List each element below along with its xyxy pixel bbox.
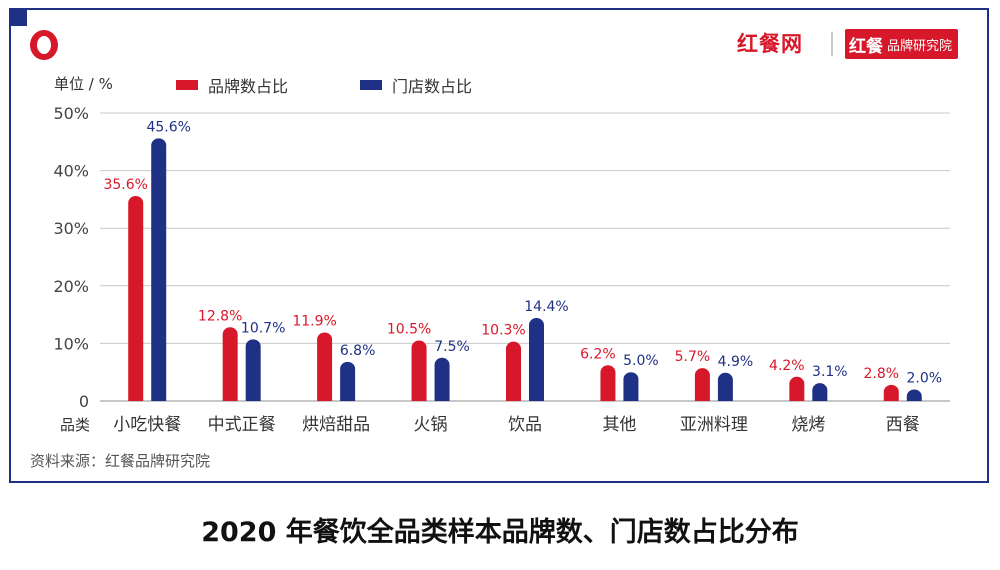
data-label-brand-share: 12.8%: [198, 308, 242, 324]
brand-badge-main: 红餐: [849, 36, 883, 57]
legend-label-brand-share: 品牌数占比: [208, 77, 289, 96]
unit-label: 单位 / %: [54, 75, 113, 93]
x-tick-label: 其他: [602, 415, 636, 435]
data-label-store-share: 3.1%: [812, 364, 848, 380]
corner-accent: [9, 8, 27, 26]
bar-store-share: [623, 372, 639, 401]
brand-badge-sub: 品牌研究院: [887, 38, 953, 54]
bar-brand-share: [411, 340, 427, 401]
data-label-brand-share: 35.6%: [103, 177, 147, 193]
brand-o-logo-icon: [30, 30, 58, 60]
figure-frame: [9, 8, 989, 483]
category-axis-label: 品类: [60, 416, 91, 434]
data-label-brand-share: 6.2%: [580, 346, 616, 362]
data-label-brand-share: 10.3%: [481, 323, 525, 339]
y-tick-label: 20%: [53, 277, 89, 296]
bar-brand-share: [317, 332, 333, 401]
bar-store-share: [151, 138, 167, 401]
brand-badge-logo: 红餐 品牌研究院: [845, 29, 959, 59]
bar-brand-share: [222, 327, 238, 401]
x-tick-label: 饮品: [508, 415, 542, 435]
x-tick-label: 西餐: [886, 415, 920, 435]
bar-brand-share: [506, 341, 521, 401]
data-label-store-share: 45.6%: [146, 119, 190, 135]
data-label-brand-share: 4.2%: [769, 358, 805, 374]
y-tick-label: 50%: [53, 104, 89, 123]
bar-store-share: [906, 389, 922, 401]
legend-label-store-share: 门店数占比: [392, 77, 473, 96]
bar-store-share: [245, 339, 261, 401]
legend-item-store-share: 门店数占比: [360, 73, 472, 97]
legend-swatch-red: [176, 80, 198, 90]
bar-brand-share: [694, 368, 710, 401]
bar-brand-share: [600, 365, 616, 401]
bar-store-share: [434, 357, 450, 401]
data-label-brand-share: 11.9%: [292, 313, 336, 329]
figure-title: 2020 年餐饮全品类样本品牌数、门店数占比分布: [201, 517, 799, 548]
data-label-store-share: 2.0%: [906, 370, 942, 386]
y-tick-label: 40%: [53, 162, 89, 181]
bar-brand-share: [789, 376, 805, 401]
data-label-store-share: 4.9%: [718, 354, 754, 370]
brand-divider: [831, 32, 833, 56]
bar-store-share: [812, 383, 828, 401]
x-tick-label: 亚洲料理: [680, 415, 748, 435]
bar-store-share: [717, 372, 733, 401]
bar-store-share: [529, 318, 544, 401]
data-label-store-share: 6.8%: [340, 343, 376, 359]
data-label-brand-share: 2.8%: [863, 366, 899, 382]
data-label-brand-share: 10.5%: [387, 322, 431, 338]
bar-brand-share: [883, 384, 899, 401]
data-label-store-share: 14.4%: [524, 299, 568, 315]
y-tick-label: 10%: [53, 334, 89, 353]
x-tick-label: 中式正餐: [208, 415, 276, 435]
source-note: 资料来源：红餐品牌研究院: [30, 452, 211, 470]
y-tick-label: 0: [79, 392, 89, 411]
brand-primary-logo: 红餐网: [737, 32, 803, 56]
y-tick-label: 30%: [53, 219, 89, 238]
x-tick-label: 烘焙甜品: [302, 415, 370, 435]
x-tick-label: 烧烤: [791, 415, 825, 435]
bar-brand-share: [128, 195, 144, 401]
bar-store-share: [340, 361, 356, 401]
data-label-store-share: 10.7%: [241, 320, 285, 336]
data-label-store-share: 7.5%: [434, 339, 470, 355]
data-label-brand-share: 5.7%: [675, 349, 711, 365]
bar-chart: 0 10% 20% 30% 40% 50% 35.6% 45.6% 小吃快餐 12.8%10.7%…: [53, 104, 950, 435]
data-label-store-share: 5.0%: [623, 353, 659, 369]
legend-item-brand-share: 品牌数占比: [176, 73, 288, 97]
x-tick-label: 火锅: [414, 415, 448, 435]
x-tick-label: 小吃快餐: [113, 415, 181, 435]
legend-swatch-navy: [360, 80, 382, 90]
